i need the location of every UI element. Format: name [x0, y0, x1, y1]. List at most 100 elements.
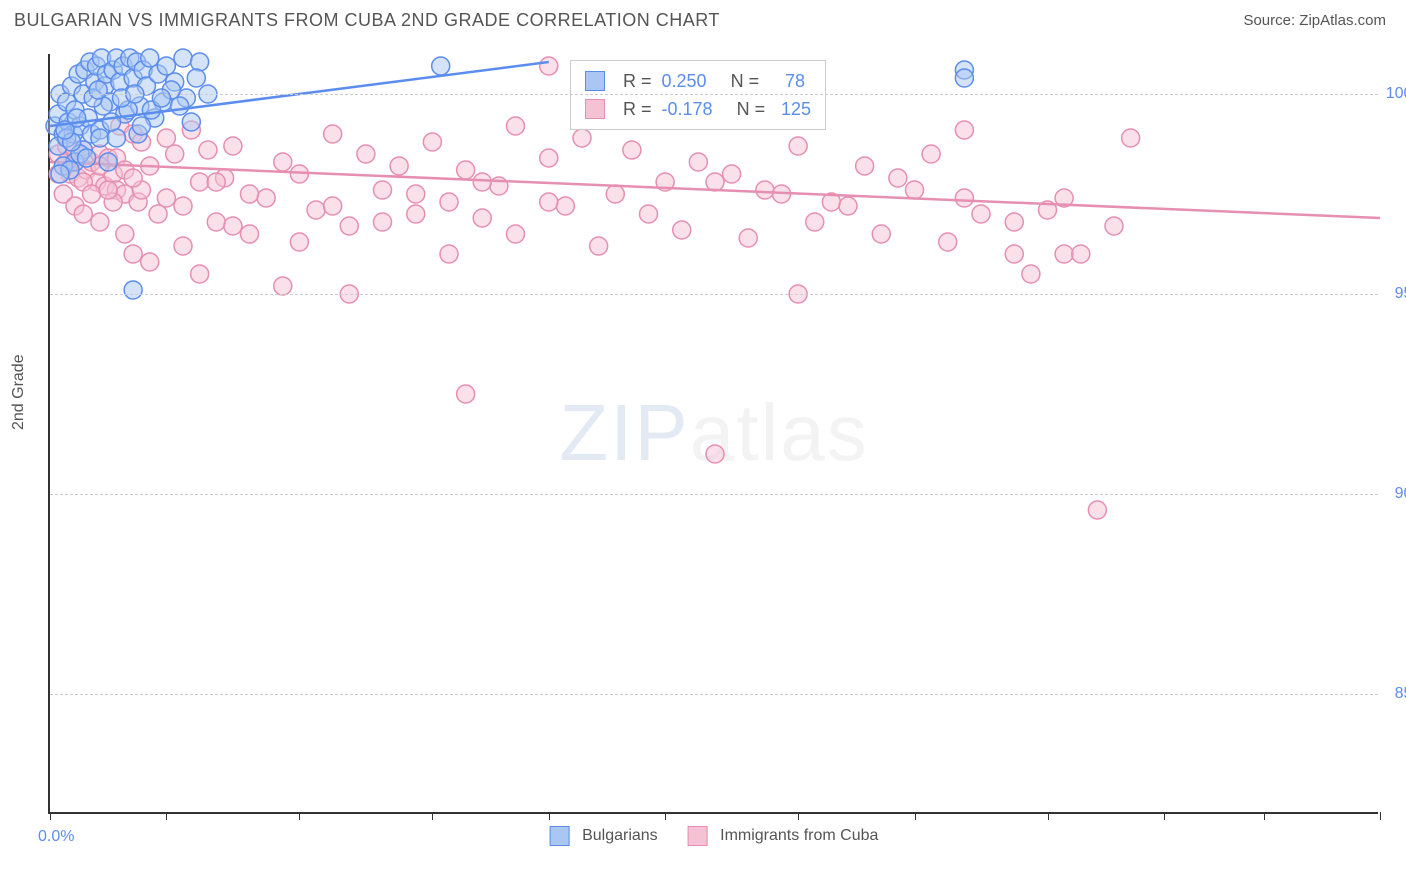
data-point [324, 125, 342, 143]
data-point [307, 201, 325, 219]
data-point [507, 225, 525, 243]
data-point [955, 189, 973, 207]
data-point [706, 445, 724, 463]
x-tick-mark [798, 812, 799, 820]
data-point [806, 213, 824, 231]
data-point [1055, 245, 1073, 263]
data-point [124, 169, 142, 187]
swatch-cuba-icon [688, 826, 708, 846]
plot-svg [50, 54, 1378, 812]
y-tick-label: 90.0% [1395, 485, 1406, 503]
swatch-bulgarians-icon [550, 826, 570, 846]
data-point [1005, 245, 1023, 263]
data-point [132, 117, 150, 135]
y-tick-label: 100.0% [1386, 85, 1406, 103]
y-tick-label: 85.0% [1395, 685, 1406, 703]
data-point [756, 181, 774, 199]
data-point [357, 145, 375, 163]
swatch-cuba-icon [585, 99, 605, 119]
data-point [274, 277, 292, 295]
data-point [440, 245, 458, 263]
data-point [166, 145, 184, 163]
data-point [556, 197, 574, 215]
source-label: Source: ZipAtlas.com [1243, 12, 1386, 29]
n-value-cuba: 125 [775, 95, 811, 123]
y-axis-label: 2nd Grade [10, 354, 28, 430]
data-point [149, 205, 167, 223]
r-label: R = [623, 67, 652, 95]
gridline [50, 294, 1378, 295]
n-label: N = [737, 95, 766, 123]
data-point [457, 385, 475, 403]
y-tick-label: 95.0% [1395, 285, 1406, 303]
data-point [157, 129, 175, 147]
data-point [207, 173, 225, 191]
data-point [116, 225, 134, 243]
data-point [789, 137, 807, 155]
legend-item-cuba: Immigrants from Cuba [688, 826, 879, 846]
data-point [457, 161, 475, 179]
data-point [91, 129, 109, 147]
data-point [1005, 213, 1023, 231]
data-point [1022, 265, 1040, 283]
legend-item-bulgarians: Bulgarians [550, 826, 658, 846]
data-point [99, 153, 117, 171]
data-point [174, 49, 192, 67]
data-point [872, 225, 890, 243]
legend-label-cuba: Immigrants from Cuba [720, 827, 878, 844]
data-point [473, 173, 491, 191]
data-point [1072, 245, 1090, 263]
data-point [171, 97, 189, 115]
data-point [856, 157, 874, 175]
data-point [187, 69, 205, 87]
data-point [182, 113, 200, 131]
data-point [955, 121, 973, 139]
chart-area: ZIPatlas R = 0.250 N = 78 R = -0.178 N =… [48, 54, 1378, 814]
data-point [972, 205, 990, 223]
data-point [290, 233, 308, 251]
data-point [540, 149, 558, 167]
x-tick-mark [50, 812, 51, 820]
data-point [889, 169, 907, 187]
data-point [573, 129, 591, 147]
data-point [723, 165, 741, 183]
data-point [78, 149, 96, 167]
swatch-bulgarians-icon [585, 71, 605, 91]
data-point [74, 205, 92, 223]
data-point [540, 193, 558, 211]
x-tick-mark [549, 812, 550, 820]
data-point [839, 197, 857, 215]
series-legend: Bulgarians Immigrants from Cuba [550, 826, 879, 846]
gridline [50, 94, 1378, 95]
data-point [407, 185, 425, 203]
data-point [257, 189, 275, 207]
data-point [124, 245, 142, 263]
data-point [174, 197, 192, 215]
legend-row-bulgarians: R = 0.250 N = 78 [585, 67, 811, 95]
gridline [50, 694, 1378, 695]
data-point [224, 137, 242, 155]
legend-label-bulgarians: Bulgarians [582, 827, 658, 844]
data-point [241, 225, 259, 243]
data-point [103, 113, 121, 131]
data-point [157, 189, 175, 207]
r-label: R = [623, 95, 652, 123]
data-point [540, 57, 558, 75]
x-tick-mark [432, 812, 433, 820]
data-point [83, 185, 101, 203]
data-point [1088, 501, 1106, 519]
data-point [152, 89, 170, 107]
x-tick-mark [299, 812, 300, 820]
data-point [51, 165, 69, 183]
data-point [590, 237, 608, 255]
data-point [922, 145, 940, 163]
correlation-legend: R = 0.250 N = 78 R = -0.178 N = 125 [570, 60, 826, 130]
data-point [1122, 129, 1140, 147]
data-point [157, 57, 175, 75]
x-tick-mark [166, 812, 167, 820]
data-point [241, 185, 259, 203]
x-tick-mark [1048, 812, 1049, 820]
data-point [124, 281, 142, 299]
data-point [224, 217, 242, 235]
data-point [191, 173, 209, 191]
